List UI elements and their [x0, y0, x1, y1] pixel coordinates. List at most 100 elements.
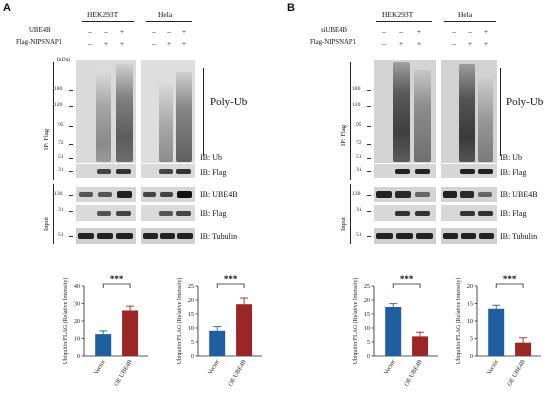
sign: –: [167, 27, 171, 36]
panel-letter-b: B: [287, 2, 295, 14]
band: [117, 191, 132, 198]
bar: [385, 307, 402, 356]
band: [460, 169, 475, 174]
category-label: OE UBE4B: [403, 359, 424, 388]
blot-ub-hek293t-a: [76, 60, 136, 163]
header-underline: [146, 21, 192, 22]
y-axis-label: Ubiquitin/FLAG (Relative Intensity): [455, 278, 462, 365]
mw-marker: 51: [356, 154, 362, 160]
significance-bracket: [495, 283, 524, 288]
smear-band: [116, 64, 133, 162]
band: [159, 169, 173, 174]
polyub-bracket: [203, 68, 204, 156]
category-label: Vector: [383, 359, 397, 376]
sign: –: [88, 39, 92, 48]
y-tick-label: 20: [188, 297, 194, 304]
blot-ube4b-hek293t-a: [76, 187, 136, 202]
mw-marker: 51: [58, 232, 64, 238]
mw-tick: [69, 195, 73, 196]
blot-ip-flag-hela-b: [441, 164, 497, 178]
mw-tick: [69, 171, 73, 172]
input-bracket: [350, 184, 351, 244]
y-tick-label: 5: [470, 336, 473, 343]
band: [160, 233, 175, 239]
ip-bracket: [350, 62, 351, 180]
polyub-bracket: [500, 68, 501, 156]
blot-input-flag-hek293t-a: [76, 205, 136, 221]
mw-marker: 51: [58, 154, 64, 160]
bar: [95, 334, 112, 356]
cell-line-hek293t-b: HEK293T: [382, 10, 414, 19]
mw-marker: 31: [356, 207, 362, 213]
mw-marker: 95: [58, 122, 64, 128]
blot-ub-hek293t-b: [374, 60, 436, 163]
mw-tick: [367, 106, 371, 107]
blot-tubulin-hela-a: [141, 228, 195, 244]
sign: +: [398, 39, 404, 48]
y-axis-label: Ubiquitin/FLAG (Relative Intensity): [352, 278, 359, 365]
flag-label-a: Flag-NIPSNAP1: [16, 39, 63, 46]
mw-tick: [367, 195, 371, 196]
ib-ub-label-b: IB: Ub: [500, 153, 522, 162]
blot-input-flag-hek293t-b: [374, 205, 436, 221]
significance-bracket: [392, 283, 421, 288]
mw-tick: [367, 90, 371, 91]
y-tick-label: 40: [74, 283, 80, 290]
blot-input-flag-hela-a: [141, 205, 195, 221]
band: [177, 191, 192, 198]
mw-marker: 130: [54, 191, 63, 197]
category-label: OE UBE4B: [506, 359, 527, 388]
y-tick-label: 0: [191, 353, 194, 360]
y-tick-label: 0: [367, 353, 370, 360]
mw-marker: 72: [356, 140, 362, 146]
ib-flag-label-b: IB: Flag: [500, 168, 527, 177]
sign: +: [416, 27, 422, 36]
mw-tick: [367, 126, 371, 127]
sign: +: [181, 39, 187, 48]
blot-tubulin-hek293t-b: [374, 228, 436, 244]
y-tick-label: 15: [188, 311, 194, 318]
category-label: Vector: [93, 359, 107, 376]
mw-tick: [69, 158, 73, 159]
band: [460, 191, 474, 198]
band: [443, 233, 458, 239]
band: [415, 211, 430, 216]
y-tick-label: 5: [191, 339, 194, 346]
mw-tick: [69, 90, 73, 91]
smear-band: [176, 72, 192, 162]
y-tick-label: 25: [188, 283, 194, 290]
mw-marker: 180: [352, 86, 361, 92]
blot-ub-hela-b: [441, 60, 497, 163]
sign: +: [467, 39, 473, 48]
y-tick-label: 0: [470, 353, 473, 360]
significance-bracket: [102, 283, 131, 288]
header-underline: [82, 21, 134, 22]
smear-band: [459, 64, 475, 162]
band: [116, 233, 133, 239]
y-tick-label: 30: [74, 301, 80, 308]
mw-tick: [69, 126, 73, 127]
band: [395, 211, 410, 216]
mw-marker: 180: [54, 86, 63, 92]
significance-stars: ***: [400, 274, 414, 284]
band: [159, 211, 173, 216]
mw-tick: [69, 106, 73, 107]
y-axis-label: Ubiquitin/FLAG (Relative Intensity): [176, 278, 183, 365]
band: [460, 211, 475, 216]
sign: –: [382, 39, 386, 48]
mw-marker: 120: [352, 102, 361, 108]
sign: +: [119, 27, 125, 36]
sign: –: [152, 39, 156, 48]
smear-band: [393, 62, 410, 162]
blot-ube4b-hela-a: [141, 187, 195, 202]
band: [176, 211, 191, 216]
bar: [488, 308, 505, 356]
bar: [236, 304, 253, 356]
sign: –: [399, 27, 403, 36]
band: [395, 169, 410, 174]
sign: +: [103, 39, 109, 48]
band: [97, 169, 111, 174]
y-tick-label: 20: [467, 283, 473, 290]
mw-tick: [69, 144, 73, 145]
polyub-label-b: Poly-Ub: [506, 96, 544, 108]
